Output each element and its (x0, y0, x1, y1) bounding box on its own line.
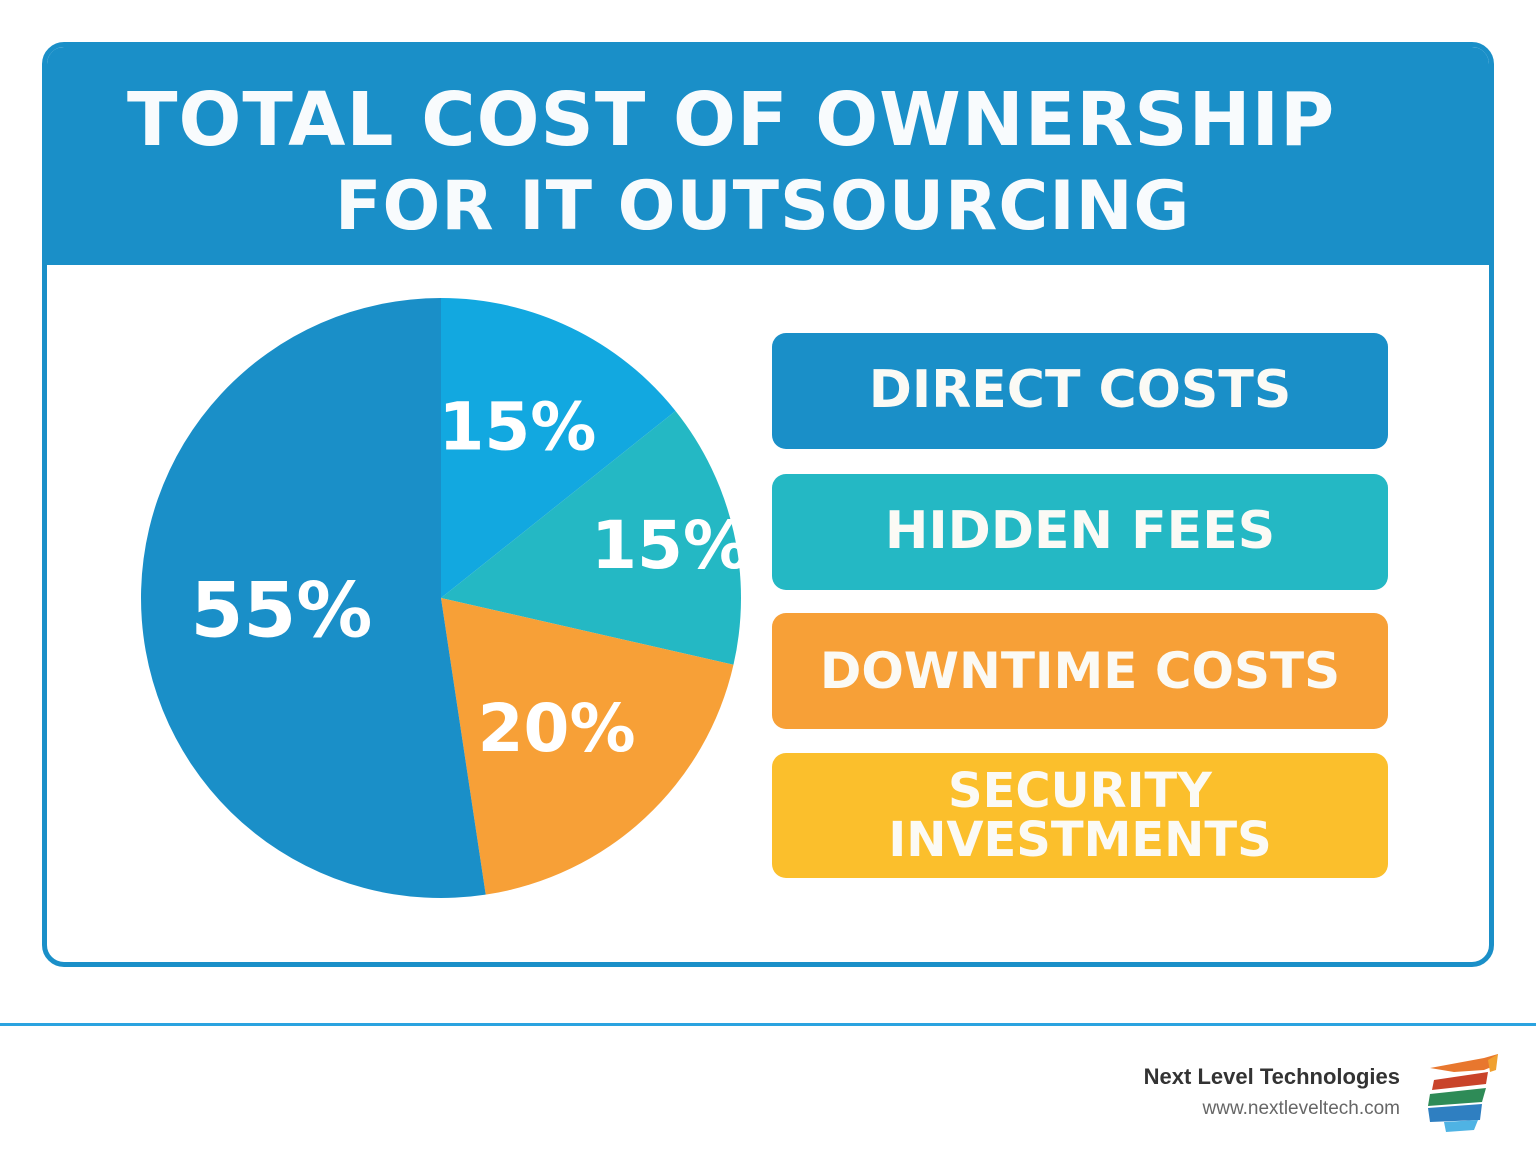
company-name: Next Level Technologies (1143, 1064, 1400, 1089)
legend-item-3: DOWNTIME COSTS (772, 613, 1388, 729)
legend-item-2: HIDDEN FEES (772, 474, 1388, 590)
legend-label: DIRECT COSTS (868, 360, 1292, 421)
company-url: www.nextleveltech.com (1202, 1098, 1400, 1119)
title-line-1: TOTAL COST OF OWNERSHIP (127, 77, 1336, 163)
footer-divider (0, 1023, 1536, 1026)
pie-chart: 15% 15% 20% 55% (141, 298, 748, 898)
legend-item-4: SECURITY INVESTMENTS (772, 753, 1388, 878)
title-line-2: FOR IT OUTSOURCING (335, 167, 1191, 246)
legend-item-1: DIRECT COSTS (772, 333, 1388, 449)
legend-label: DOWNTIME COSTS (819, 641, 1341, 700)
pie-slice-2 (441, 410, 741, 665)
legend-label: HIDDEN FEES (884, 501, 1276, 562)
legend-label: SECURITY (948, 762, 1212, 819)
slice-label-2: 15% (591, 507, 748, 584)
pie-slice-4 (141, 298, 486, 898)
slice-label-4: 55% (190, 565, 372, 654)
legend-label: INVESTMENTS (888, 811, 1272, 868)
pie-slice-3 (441, 598, 734, 895)
pie-slice-1 (441, 298, 676, 598)
slice-label-3: 20% (478, 690, 636, 767)
company-logo-icon (1428, 1054, 1498, 1132)
title-banner: TOTAL COST OF OWNERSHIP FOR IT OUTSOURCI… (47, 47, 1489, 265)
slice-label-1: 15% (438, 388, 596, 465)
